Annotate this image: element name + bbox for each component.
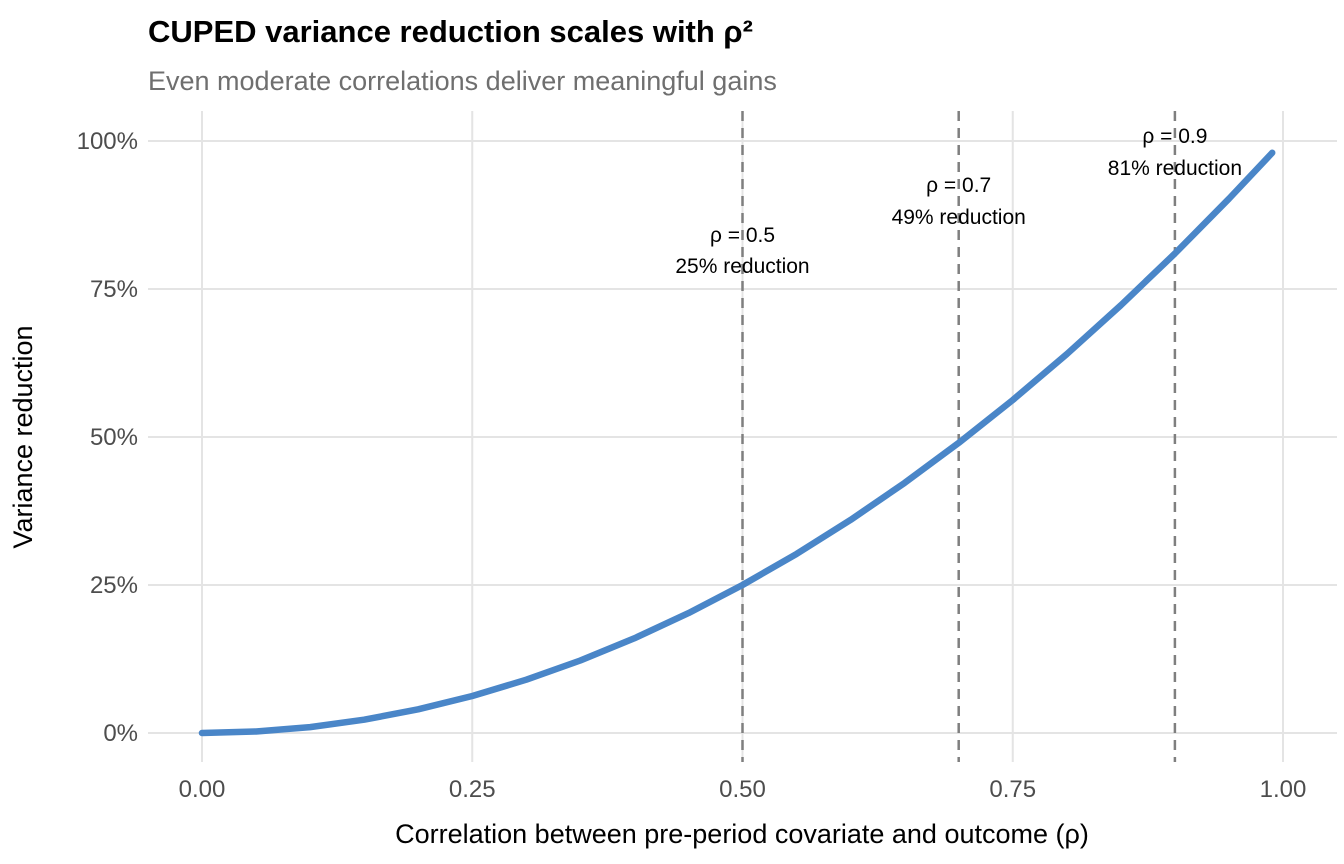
y-tick-label: 25% [90, 572, 138, 599]
annotations: ρ = 0.5 25% reduction ρ = 0.7 49% reduction… [675, 125, 1242, 278]
annotation-reduction-value: 49% reduction [892, 206, 1026, 229]
y-tick-label: 75% [90, 276, 138, 303]
variance-reduction-curve [198, 149, 1276, 737]
axis-tick-labels: 0% 25% 50% 75% 100% 0.00 0.25 0.50 0.75 1.00 [77, 128, 1307, 803]
y-tick-label: 50% [90, 424, 138, 451]
chart-subtitle: Even moderate correlations deliver meani… [148, 66, 777, 96]
x-tick-label: 0.00 [179, 776, 226, 803]
x-tick-label: 1.00 [1260, 776, 1307, 803]
x-tick-label: 0.50 [719, 776, 766, 803]
annotation-rho-value: ρ = 0.7 [926, 174, 991, 197]
data-curve [198, 149, 1276, 737]
y-tick-label: 0% [103, 720, 138, 747]
annotation-rho-value: ρ = 0.9 [1142, 125, 1207, 148]
annotation-rho-value: ρ = 0.5 [710, 224, 775, 247]
chart-title: CUPED variance reduction scales with ρ² [148, 14, 753, 49]
x-axis-title: Correlation between pre-period covariate… [395, 819, 1089, 849]
annotation-reduction-value: 25% reduction [675, 255, 809, 278]
x-tick-label: 0.75 [989, 776, 1036, 803]
annotation-reduction-value: 81% reduction [1108, 157, 1242, 180]
x-tick-label: 0.25 [449, 776, 496, 803]
y-axis-title: Variance reduction [8, 325, 38, 548]
reference-dashed-lines [741, 111, 1177, 762]
y-tick-label: 100% [77, 128, 138, 155]
